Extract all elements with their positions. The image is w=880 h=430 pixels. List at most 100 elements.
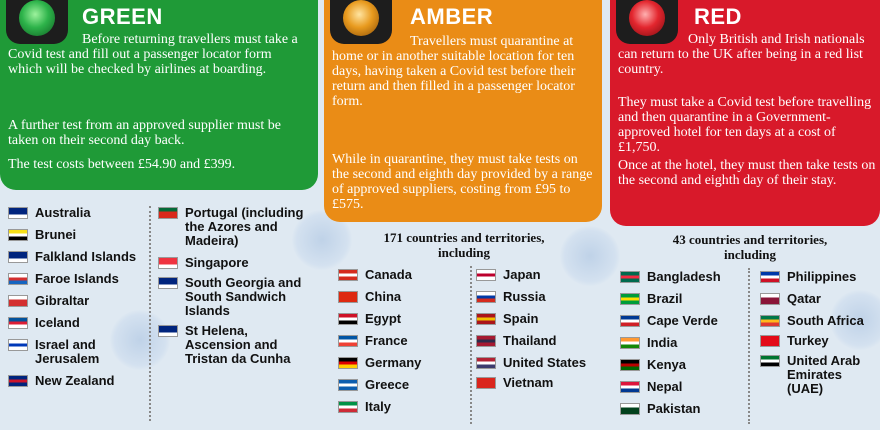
country-list-item: United States [476,356,600,370]
country-name: Philippines [787,269,857,284]
flag-icon [620,293,640,305]
red-paragraph-2: They must take a Covid test before trave… [618,95,872,155]
country-list-item: China [338,290,468,304]
green-panel: GREEN Before returning travellers must t… [0,0,352,430]
country-name: Greece [365,377,410,392]
column-divider [470,266,472,424]
country-list-item: Faroe Islands [8,272,148,286]
flag-icon [620,337,640,349]
country-name: Cape Verde [647,313,718,328]
country-list-item: Falkland Islands [8,250,148,264]
flag-icon [760,315,780,327]
flag-icon [476,357,496,369]
country-list-item: Italy [338,400,468,414]
country-list-item: Brunei [8,228,148,242]
country-list-item: United Arab Emirates (UAE) [760,354,878,396]
country-name: Brunei [35,227,77,242]
flag-icon [338,313,358,325]
column-divider [149,206,151,421]
country-list-item: Australia [8,206,148,220]
virus-decoration-icon [560,226,620,286]
flag-icon [8,295,28,307]
country-name: Brazil [647,291,683,306]
flag-icon [338,291,358,303]
amber-countries-right: Japan Russia Spain Thailand United States Vie… [476,268,600,396]
flag-icon [338,379,358,391]
country-name: Vietnam [503,375,554,390]
country-name: Italy [365,399,392,414]
country-name: Singapore [185,255,249,270]
amber-light-icon [343,0,379,36]
flag-icon [476,291,496,303]
country-list-item: Israel and Jerusalem [8,338,148,366]
country-name: Kenya [647,357,687,372]
amber-heading: AMBER [410,4,494,29]
country-name: Faroe Islands [35,271,119,286]
traffic-light-icon [616,0,678,44]
country-list-item: France [338,334,468,348]
column-divider [748,268,750,424]
country-name: Australia [35,205,91,220]
country-name: Israel and Jerusalem [35,337,100,366]
country-list-item: Nepal [620,380,746,394]
green-paragraph-2: A further test from an approved supplier… [8,118,281,148]
flag-icon [620,381,640,393]
country-name: Canada [365,267,412,282]
flag-icon [760,293,780,305]
country-name: Turkey [787,333,829,348]
country-list-item: Pakistan [620,402,746,416]
country-list-item: Philippines [760,270,878,284]
flag-icon [8,207,28,219]
country-list-item: Vietnam [476,376,600,390]
flag-icon [476,377,496,389]
country-list-item: New Zealand [8,374,148,388]
country-list-item: Greece [338,378,468,392]
country-name: United States [503,355,587,370]
country-name: United Arab Emirates (UAE) [787,353,861,396]
country-list-item: South Georgia and South Sandwich Islands [158,276,314,318]
green-paragraph-3: The test costs between £54.90 and £399. [8,157,236,172]
country-name: Germany [365,355,422,370]
flag-icon [8,375,28,387]
flag-icon [760,335,780,347]
flag-icon [338,357,358,369]
country-list-item: Germany [338,356,468,370]
country-list-item: Kenya [620,358,746,372]
virus-decoration-icon [830,290,880,350]
flag-icon [338,335,358,347]
red-light-icon [629,0,665,36]
country-list-item: Russia [476,290,600,304]
green-countries-left: Australia Brunei Falkland Islands Faroe Isl… [8,206,148,396]
country-name: Spain [503,311,539,326]
flag-icon [476,269,496,281]
country-name: Nepal [647,379,683,394]
country-list-item: Gibraltar [8,294,148,308]
flag-icon [8,229,28,241]
country-name: St Helena, Ascension and Tristan da Cunh… [185,323,291,366]
green-paragraph-1: Before returning travellers must take a … [8,32,298,77]
red-heading: RED [694,4,742,29]
flag-icon [8,317,28,329]
country-name: France [365,333,408,348]
country-list-item: Portugal (including the Azores and Madei… [158,206,314,248]
country-name: Pakistan [647,401,701,416]
amber-countries-left: Canada China Egypt France Germany Greece Italy [338,268,468,422]
green-heading: GREEN [82,4,163,29]
flag-icon [8,251,28,263]
flag-icon [338,401,358,413]
red-country-count: 43 countries and territories, including [672,232,828,262]
flag-icon [620,315,640,327]
country-list-item: Egypt [338,312,468,326]
red-panel: RED Only British and Irish nationals can… [610,0,880,430]
country-list-item: Iceland [8,316,148,330]
flag-icon [8,339,28,351]
country-list-item: Bangladesh [620,270,746,284]
country-name: China [365,289,402,304]
country-list-item: Spain [476,312,600,326]
flag-icon [158,207,178,219]
country-list-item: Singapore [158,256,314,270]
country-list-item: India [620,336,746,350]
country-name: Egypt [365,311,402,326]
country-list-item: South Africa [760,314,878,328]
country-list-item: St Helena, Ascension and Tristan da Cunh… [158,324,314,366]
